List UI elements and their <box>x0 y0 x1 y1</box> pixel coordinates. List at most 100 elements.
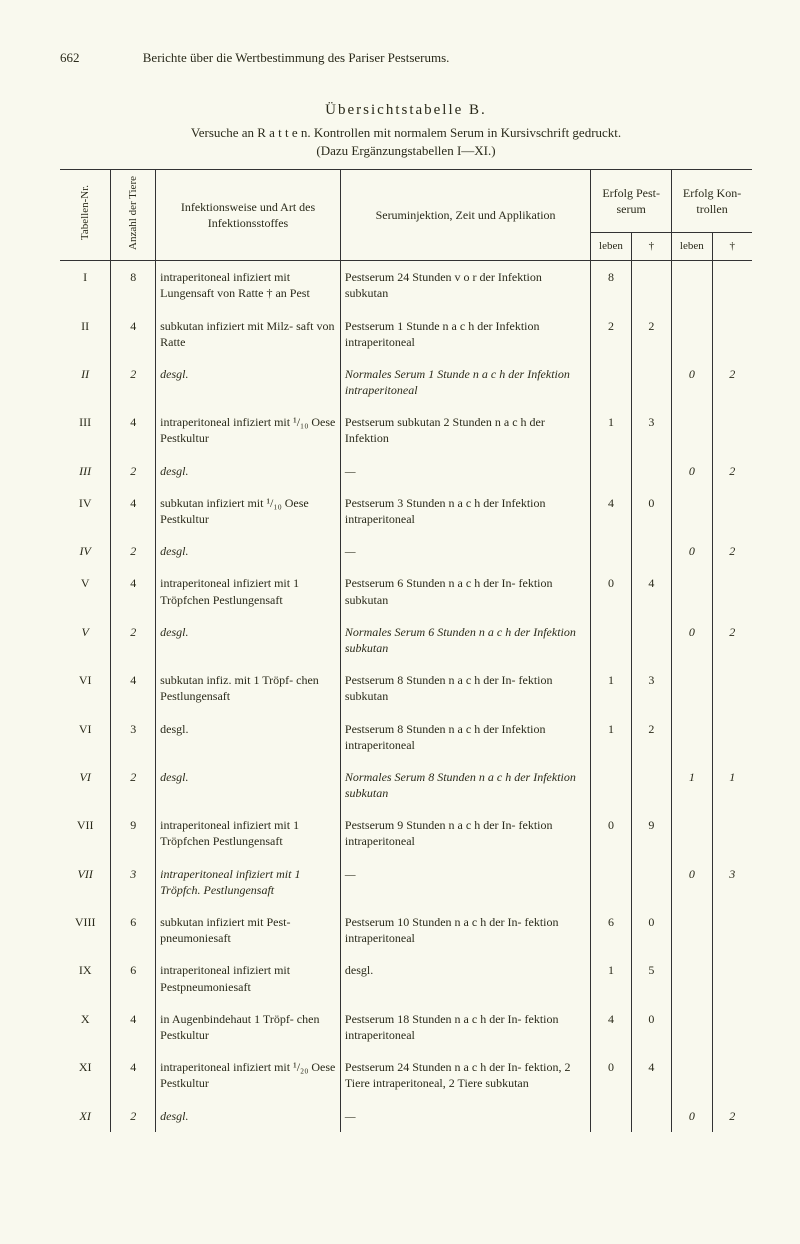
col-anzahl: Anzahl der Tiere <box>111 170 156 261</box>
cell-art: intraperitoneal infiziert mit 1 Tröpfch.… <box>156 858 341 906</box>
cell-kon-tot: 2 <box>712 1100 752 1132</box>
cell-kon-leben <box>672 664 712 712</box>
running-title: Berichte über die Wertbestimmung des Par… <box>143 50 450 66</box>
cell-nr: VI <box>60 664 111 712</box>
cell-kon-leben <box>672 954 712 1002</box>
document-page: 662 Berichte über die Wertbestimmung des… <box>0 0 800 1244</box>
cell-nr: VII <box>60 858 111 906</box>
cell-kon-tot: 2 <box>712 535 752 567</box>
table-row: I8intraperitoneal infiziert mit Lungensa… <box>60 261 752 310</box>
cell-nr: I <box>60 261 111 310</box>
table-row: III2desgl.—02 <box>60 455 752 487</box>
cell-kon-leben <box>672 809 712 857</box>
cell-anzahl: 6 <box>111 954 156 1002</box>
cell-kon-tot <box>712 1003 752 1051</box>
cell-serum: desgl. <box>340 954 590 1002</box>
cell-pest-tot: 2 <box>631 310 671 358</box>
table-row: II4subkutan infiziert mit Milz- saft von… <box>60 310 752 358</box>
table-row: II2desgl.Normales Serum 1 Stunde n a c h… <box>60 358 752 406</box>
cell-serum: Pestserum 1 Stunde n a c h der Infektion… <box>340 310 590 358</box>
cell-pest-tot <box>631 616 671 664</box>
cell-serum: Normales Serum 6 Stunden n a c h der Inf… <box>340 616 590 664</box>
cell-serum: Pestserum 8 Stunden n a c h der In- fekt… <box>340 664 590 712</box>
table-row: VI3desgl.Pestserum 8 Stunden n a c h der… <box>60 713 752 761</box>
cell-pest-tot <box>631 761 671 809</box>
cell-art: intraperitoneal infiziert mit ¹/₂₀ Oese … <box>156 1051 341 1099</box>
cell-kon-leben <box>672 567 712 615</box>
cell-nr: XI <box>60 1100 111 1132</box>
header-line: 662 Berichte über die Wertbestimmung des… <box>60 50 752 66</box>
cell-pest-leben: 6 <box>591 906 631 954</box>
cell-anzahl: 2 <box>111 455 156 487</box>
cell-kon-tot <box>712 406 752 454</box>
table-title: Übersichtstabelle B. <box>60 102 752 119</box>
cell-pest-leben: 0 <box>591 1051 631 1099</box>
cell-pest-tot <box>631 1100 671 1132</box>
subcaption: (Dazu Ergänzungstabellen I—XI.) <box>60 143 752 159</box>
cell-serum: Pestserum 18 Stunden n a c h der In- fek… <box>340 1003 590 1051</box>
cell-pest-leben <box>591 535 631 567</box>
col-tabellen-nr: Tabellen-Nr. <box>60 170 111 261</box>
cell-nr: XI <box>60 1051 111 1099</box>
cell-art: desgl. <box>156 713 341 761</box>
table-row: V4intraperitoneal infiziert mit 1 Tröpfc… <box>60 567 752 615</box>
cell-pest-leben: 1 <box>591 406 631 454</box>
cell-art: desgl. <box>156 616 341 664</box>
cell-anzahl: 3 <box>111 858 156 906</box>
col-seruminjektion: Seruminjektion, Zeit und Applikation <box>340 170 590 261</box>
table-row: XI 4 intraperitoneal infiziert mit ¹/₂₀ Oe… <box>60 1051 752 1099</box>
col-kon-tot: † <box>712 233 752 261</box>
cell-kon-leben: 1 <box>672 761 712 809</box>
cell-pest-leben <box>591 761 631 809</box>
col-erfolg-pest: Erfolg Pest- serum <box>591 170 672 233</box>
cell-nr: VII <box>60 809 111 857</box>
cell-pest-leben: 1 <box>591 713 631 761</box>
cell-nr: VIII <box>60 906 111 954</box>
cell-pest-leben: 0 <box>591 809 631 857</box>
cell-art: desgl. <box>156 761 341 809</box>
cell-kon-tot <box>712 310 752 358</box>
cell-pest-tot: 9 <box>631 809 671 857</box>
cell-kon-tot <box>712 906 752 954</box>
table-row: V2desgl.Normales Serum 6 Stunden n a c h… <box>60 616 752 664</box>
cell-serum: — <box>340 858 590 906</box>
cell-pest-tot: 4 <box>631 1051 671 1099</box>
cell-pest-tot: 3 <box>631 406 671 454</box>
page-number: 662 <box>60 50 80 66</box>
cell-art: subkutan infiziert mit Pest- pneumoniesa… <box>156 906 341 954</box>
versuche-line: Versuche an R a t t e n. Kontrollen mit … <box>60 125 752 141</box>
cell-art: intraperitoneal infiziert mit ¹/₁₀ Oese … <box>156 406 341 454</box>
cell-pest-tot: 0 <box>631 487 671 535</box>
cell-serum: — <box>340 1100 590 1132</box>
col-pest-leben: leben <box>591 233 631 261</box>
cell-serum: Pestserum 24 Stunden v o r der Infektion… <box>340 261 590 310</box>
table-row: VI4subkutan infiz. mit 1 Tröpf- chen Pes… <box>60 664 752 712</box>
col-infektionsweise: Infektionsweise und Art des Infektionsst… <box>156 170 341 261</box>
cell-anzahl: 2 <box>111 616 156 664</box>
cell-nr: VI <box>60 761 111 809</box>
cell-kon-leben <box>672 406 712 454</box>
cell-pest-leben: 4 <box>591 487 631 535</box>
uebersichtstabelle: Tabellen-Nr. Anzahl der Tiere Infektions… <box>60 169 752 1132</box>
cell-art: desgl. <box>156 358 341 406</box>
cell-pest-tot <box>631 455 671 487</box>
cell-kon-tot: 2 <box>712 358 752 406</box>
cell-kon-tot <box>712 1051 752 1099</box>
table-row: XI2desgl.—02 <box>60 1100 752 1132</box>
cell-serum: Pestserum subkutan 2 Stunden n a c h der… <box>340 406 590 454</box>
table-row: IX6intraperitoneal infiziert mit Pestpne… <box>60 954 752 1002</box>
cell-art: desgl. <box>156 1100 341 1132</box>
cell-pest-leben: 2 <box>591 310 631 358</box>
table-row: VII3intraperitoneal infiziert mit 1 Tröp… <box>60 858 752 906</box>
cell-pest-tot <box>631 358 671 406</box>
cell-anzahl: 4 <box>111 406 156 454</box>
cell-kon-leben: 0 <box>672 616 712 664</box>
col-pest-tot: † <box>631 233 671 261</box>
cell-kon-tot <box>712 567 752 615</box>
cell-kon-leben: 0 <box>672 535 712 567</box>
cell-nr: II <box>60 358 111 406</box>
table-row: IV4subkutan infiziert mit ¹/₁₀ Oese Pest… <box>60 487 752 535</box>
cell-anzahl: 8 <box>111 261 156 310</box>
cell-anzahl: 2 <box>111 358 156 406</box>
cell-nr: IX <box>60 954 111 1002</box>
